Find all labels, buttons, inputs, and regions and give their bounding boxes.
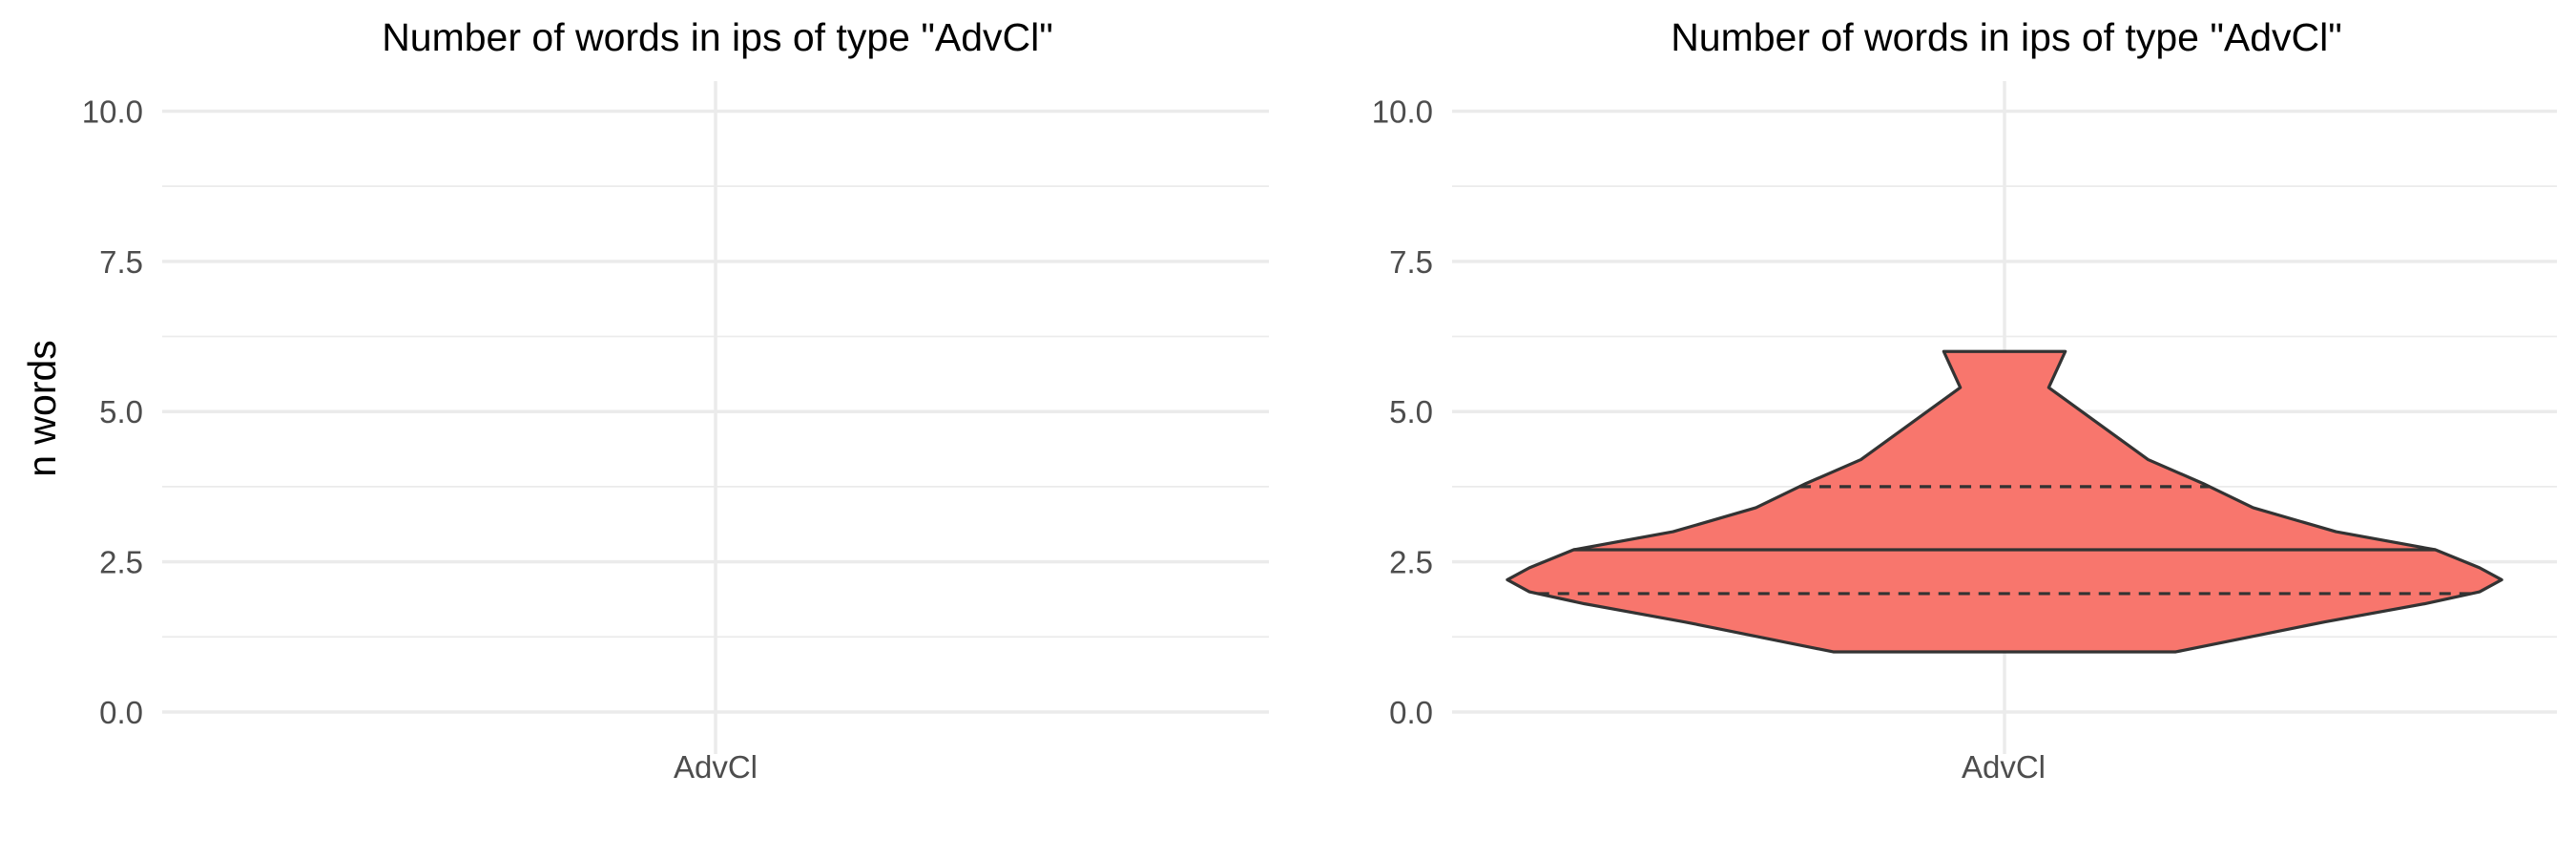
y-tick-labels: 0.0 2.5 5.0 7.5 10.0 bbox=[1372, 94, 1433, 729]
right-panel: Number of words in ips of type "AdvCl" 0… bbox=[1372, 15, 2557, 785]
chart-title: Number of words in ips of type "AdvCl" bbox=[1671, 15, 2342, 59]
y-tick-label: 7.5 bbox=[99, 244, 143, 280]
y-tick-label: 2.5 bbox=[99, 545, 143, 580]
y-tick-labels: 0.0 2.5 5.0 7.5 10.0 bbox=[82, 94, 143, 729]
chart-title: Number of words in ips of type "AdvCl" bbox=[382, 15, 1053, 59]
y-tick-label: 7.5 bbox=[1389, 244, 1433, 280]
left-panel: Number of words in ips of type "AdvCl" n… bbox=[20, 15, 1269, 785]
y-tick-label: 0.0 bbox=[1389, 695, 1433, 730]
violin-shape bbox=[1506, 349, 2503, 654]
y-tick-label: 10.0 bbox=[82, 94, 143, 129]
x-tick-label: AdvCl bbox=[1962, 749, 2046, 785]
y-tick-label: 0.0 bbox=[99, 695, 143, 730]
y-tick-label: 10.0 bbox=[1372, 94, 1433, 129]
y-tick-label: 2.5 bbox=[1389, 545, 1433, 580]
y-tick-label: 5.0 bbox=[99, 394, 143, 430]
x-tick-label: AdvCl bbox=[674, 749, 758, 785]
grid bbox=[162, 81, 1269, 754]
violins bbox=[1506, 349, 2503, 654]
y-tick-label: 5.0 bbox=[1389, 394, 1433, 430]
y-axis-title: n words bbox=[20, 340, 64, 477]
